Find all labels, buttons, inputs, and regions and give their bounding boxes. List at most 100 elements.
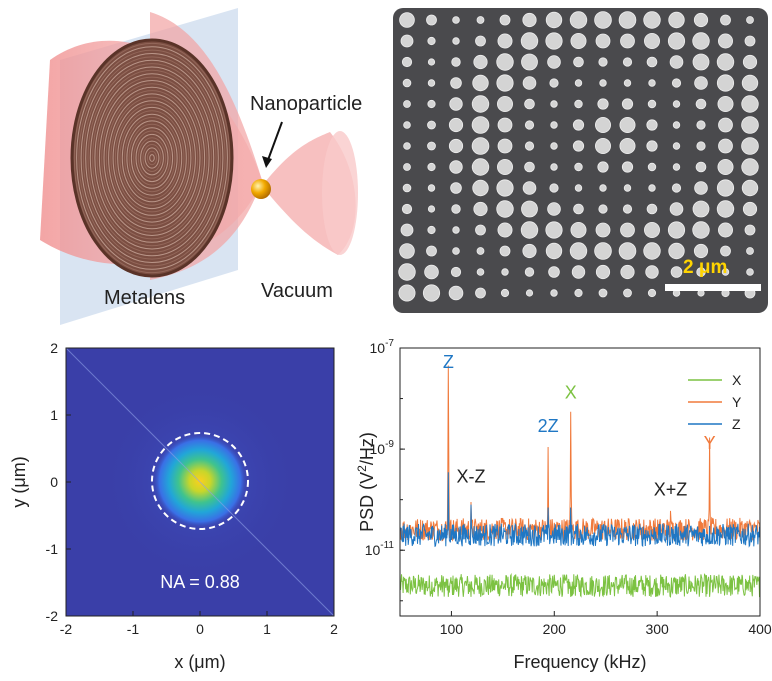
- lens-ring: [149, 154, 155, 162]
- nanopillar: [473, 201, 488, 217]
- nanopillar: [598, 288, 608, 298]
- nanopillar: [545, 11, 563, 29]
- psd-peak-label: 2Z: [538, 416, 559, 436]
- nanopillar: [501, 268, 509, 276]
- schematic-illustration: [40, 8, 358, 325]
- lens-ring: [85, 59, 219, 257]
- nanopillar: [595, 222, 611, 238]
- nanopillar: [496, 200, 514, 218]
- map-xtick-label: -1: [127, 621, 140, 637]
- focal-spot: [152, 433, 248, 529]
- nanopillar: [618, 11, 637, 29]
- nanopillar: [619, 117, 636, 134]
- nanopillar: [569, 242, 588, 260]
- legend-label-x: X: [732, 372, 742, 388]
- nanopillar: [694, 181, 708, 195]
- lens-ring: [137, 137, 167, 179]
- nanopillar: [471, 137, 490, 155]
- nanopillar: [621, 161, 634, 173]
- nanopillar: [427, 120, 436, 130]
- nanopillar: [549, 78, 559, 88]
- nanopillar: [746, 247, 754, 255]
- scale-bar: [665, 284, 761, 291]
- lens-ring: [101, 83, 203, 233]
- nanopillar: [668, 242, 685, 260]
- nanopillar: [398, 284, 416, 302]
- nanopillar: [643, 32, 660, 49]
- nanopillar: [692, 53, 710, 71]
- lens-ring: [94, 73, 210, 243]
- nanopillar: [598, 204, 608, 214]
- nanopillar: [720, 14, 731, 26]
- lens-ring: [124, 117, 180, 199]
- map-xtick-label: 0: [196, 621, 204, 637]
- lens-ring: [133, 130, 171, 186]
- nanopillar: [422, 284, 441, 302]
- nanopillar: [472, 74, 489, 92]
- psd-legend: XYZ: [688, 372, 742, 432]
- nanopillar: [525, 289, 534, 297]
- nanopillar: [403, 142, 411, 150]
- nanopillar: [499, 245, 511, 257]
- nanopillar: [621, 98, 634, 110]
- nanopillar: [672, 100, 681, 108]
- nanopillar: [472, 179, 489, 197]
- pillar-array: [398, 11, 759, 302]
- scale-bar-label: 2 μm: [683, 257, 728, 278]
- nanopillar: [550, 142, 558, 150]
- nanopillar: [574, 184, 583, 192]
- nanopillar: [741, 179, 759, 197]
- nanopillar: [716, 74, 735, 92]
- nanopillar: [669, 202, 684, 216]
- nanopillar: [570, 221, 587, 238]
- nanopillar: [522, 12, 537, 28]
- lens-ring: [126, 120, 178, 196]
- psd-annotations: Z X-Z 2Z X X+Z Y: [443, 352, 716, 500]
- nanopillar: [522, 243, 537, 259]
- nanopillar: [398, 263, 416, 281]
- sem-panel: 2 μm: [393, 8, 768, 313]
- lens-ring: [140, 140, 164, 176]
- nanopillar: [696, 267, 706, 277]
- psd-peak-label: Y: [704, 433, 716, 453]
- nanopillar: [693, 12, 709, 28]
- nanopillar: [717, 33, 733, 49]
- focus-map: -2 -1 0 1 2 2 1 0 -1 -2 x (μm) y (μm) NA = 0.88: [9, 340, 338, 672]
- nanopillar: [548, 266, 560, 278]
- lens-ring: [92, 69, 212, 247]
- nanopillar: [549, 183, 559, 193]
- nanopillar: [524, 161, 535, 173]
- nanopillar: [671, 78, 682, 88]
- map-xlabel: x (μm): [174, 652, 225, 672]
- nanopillar: [645, 265, 659, 279]
- psd-traces: [399, 365, 761, 598]
- nanopillar: [695, 161, 707, 173]
- legend-label-z: Z: [732, 416, 741, 432]
- nanopillar: [524, 98, 535, 110]
- psd-xlabel: Frequency (kHz): [513, 652, 646, 672]
- nanopillar: [647, 288, 657, 298]
- psd-peak-label: X: [565, 383, 577, 403]
- nanopillar: [692, 221, 710, 239]
- nanopillar: [427, 79, 436, 87]
- nanopillar: [475, 224, 486, 236]
- map-ytick-label: 2: [50, 340, 58, 356]
- map-ylabel: y (μm): [9, 456, 29, 507]
- nanopillar: [550, 163, 558, 171]
- nanopillar: [448, 138, 464, 154]
- lens-ring: [144, 147, 160, 169]
- lens-ring: [96, 76, 208, 240]
- nanopillar: [520, 221, 539, 239]
- nanopillar: [574, 288, 583, 298]
- nanopillar: [427, 36, 436, 46]
- nanopillar: [646, 140, 658, 152]
- nanopillar: [403, 121, 411, 129]
- psd-peak-label: Z: [443, 352, 454, 372]
- nanopillar: [594, 242, 612, 260]
- na-circle: [151, 432, 249, 530]
- nanopillar: [741, 74, 759, 92]
- nanopillar: [476, 247, 485, 255]
- metalens-disk: [72, 40, 232, 276]
- nanopillar: [401, 56, 413, 68]
- nanopillar: [547, 202, 561, 216]
